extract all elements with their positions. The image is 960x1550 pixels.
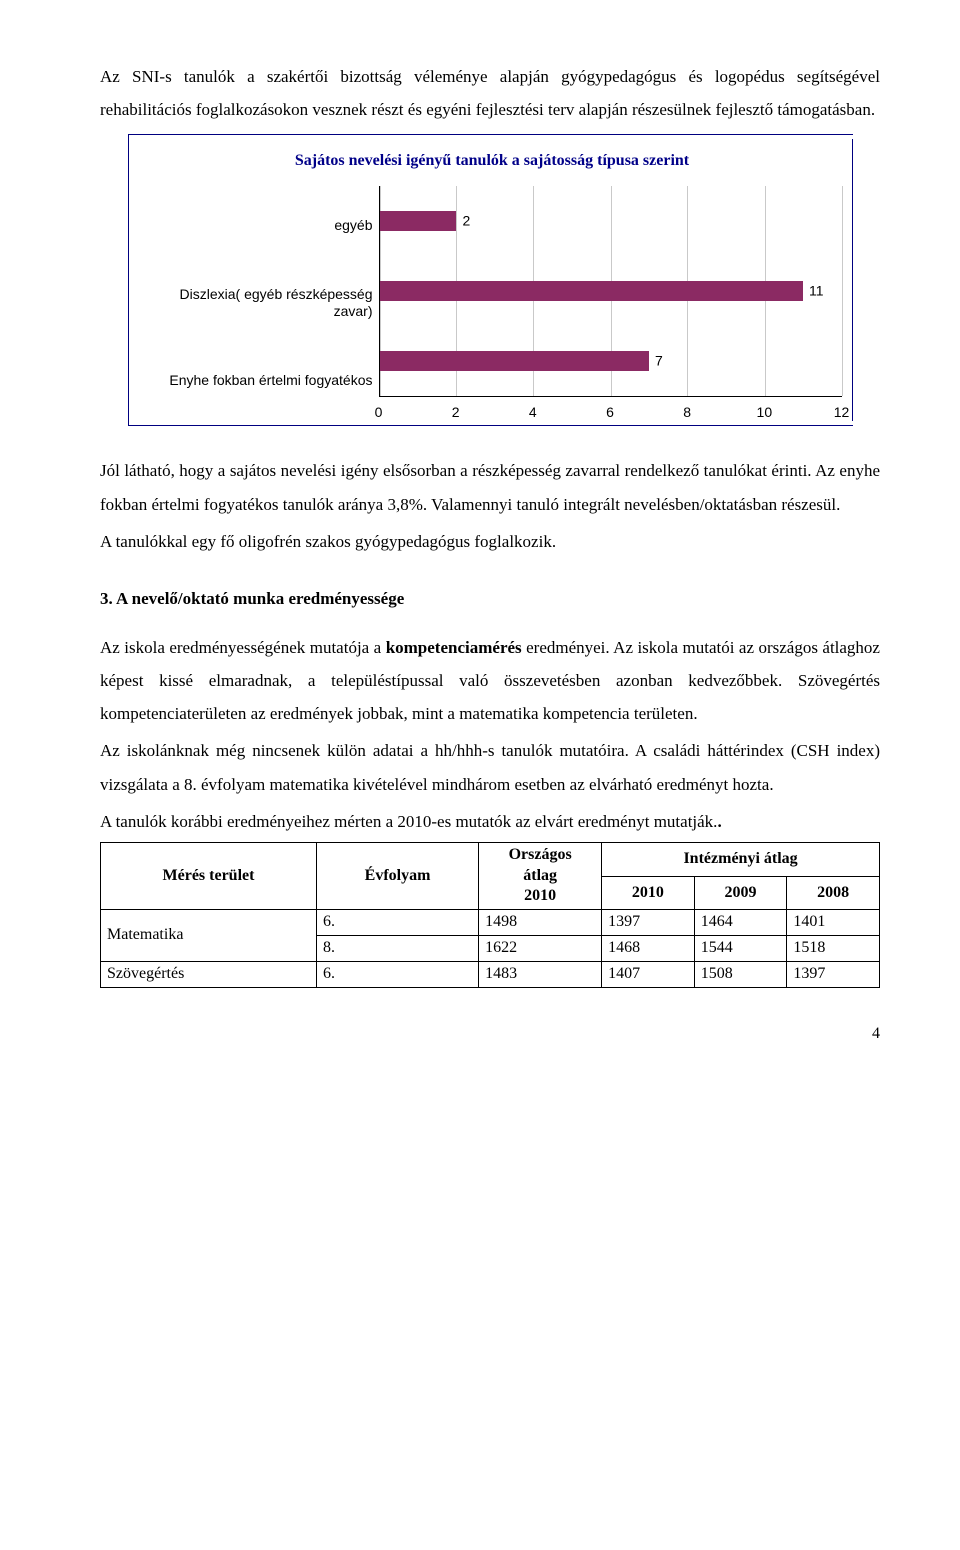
cell: 1464 [694, 910, 787, 936]
chart-plot-area: 2 11 7 [379, 186, 842, 397]
text-bold: kompetenciamérés [386, 638, 522, 657]
text-run: Az iskola eredményességének mutatója a [100, 638, 386, 657]
cell: 6. [316, 961, 478, 987]
chart-y-labels: egyéb Diszlexia( egyéb részképesség zava… [143, 186, 379, 419]
col-header: Intézményi átlag [602, 842, 880, 876]
cell: 1498 [479, 910, 602, 936]
paragraph-intro: Az SNI-s tanulók a szakértői bizottság v… [100, 60, 880, 126]
section-heading: 3. A nevelő/oktató munka eredményessége [100, 582, 880, 615]
chart-x-tick: 12 [834, 399, 850, 426]
chart-x-tick: 6 [606, 399, 614, 426]
cell: 6. [316, 910, 478, 936]
col-header: Mérés terület [101, 842, 317, 909]
cell: 1508 [694, 961, 787, 987]
y-label: egyéb [334, 190, 372, 260]
table-row: Szövegértés 6. 1483 1407 1508 1397 [101, 961, 880, 987]
chart-bar-label: 2 [462, 208, 470, 235]
chart-x-ticks: 024681012 [379, 399, 842, 419]
cell: 1518 [787, 936, 880, 962]
chart-x-tick: 8 [683, 399, 691, 426]
cell: 8. [316, 936, 478, 962]
cell: Matematika [101, 910, 317, 962]
chart-bar [380, 351, 650, 371]
text-run: A tanulók korábbi eredményeihez mérten a… [100, 812, 717, 831]
chart-bar-label: 7 [655, 348, 663, 375]
chart-x-tick: 4 [529, 399, 537, 426]
page-number: 4 [100, 1018, 880, 1049]
chart-bar-label: 11 [809, 278, 824, 305]
paragraph-results: A tanulók korábbi eredményeihez mérten a… [100, 805, 880, 838]
cell: 1407 [602, 961, 695, 987]
cell: 1401 [787, 910, 880, 936]
paragraph-analysis-2: A tanulókkal egy fő oligofrén szakos gyó… [100, 525, 880, 558]
paragraph-csh: Az iskolánknak még nincsenek külön adata… [100, 734, 880, 800]
chart-x-tick: 0 [375, 399, 383, 426]
cell: 1483 [479, 961, 602, 987]
col-header: 2009 [694, 876, 787, 910]
y-label: Diszlexia( egyéb részképesség zavar) [143, 268, 373, 338]
cell: 1622 [479, 936, 602, 962]
cell: 1544 [694, 936, 787, 962]
col-header: 2010 [602, 876, 695, 910]
y-label: Enyhe fokban értelmi fogyatékos [169, 346, 372, 416]
cell: Szövegértés [101, 961, 317, 987]
table-header-row: Mérés terület Évfolyam Országosátlag2010… [101, 842, 880, 876]
table-row: Matematika 6. 1498 1397 1464 1401 [101, 910, 880, 936]
chart-x-tick: 2 [452, 399, 460, 426]
col-header: Évfolyam [316, 842, 478, 909]
cell: 1397 [787, 961, 880, 987]
cell: 1468 [602, 936, 695, 962]
chart-bar [380, 211, 457, 231]
results-table: Mérés terület Évfolyam Országosátlag2010… [100, 842, 880, 988]
paragraph-analysis-1: Jól látható, hogy a sajátos nevelési igé… [100, 454, 880, 520]
paragraph-competence: Az iskola eredményességének mutatója a k… [100, 631, 880, 730]
col-header: 2008 [787, 876, 880, 910]
chart-gridline [842, 186, 843, 396]
cell: 1397 [602, 910, 695, 936]
chart-title: Sajátos nevelési igényű tanulók a sajáto… [143, 145, 842, 176]
chart-bar [380, 281, 804, 301]
chart-container: Sajátos nevelési igényű tanulók a sajáto… [128, 134, 853, 426]
col-header: Országosátlag2010 [479, 842, 602, 909]
chart-x-tick: 10 [757, 399, 773, 426]
